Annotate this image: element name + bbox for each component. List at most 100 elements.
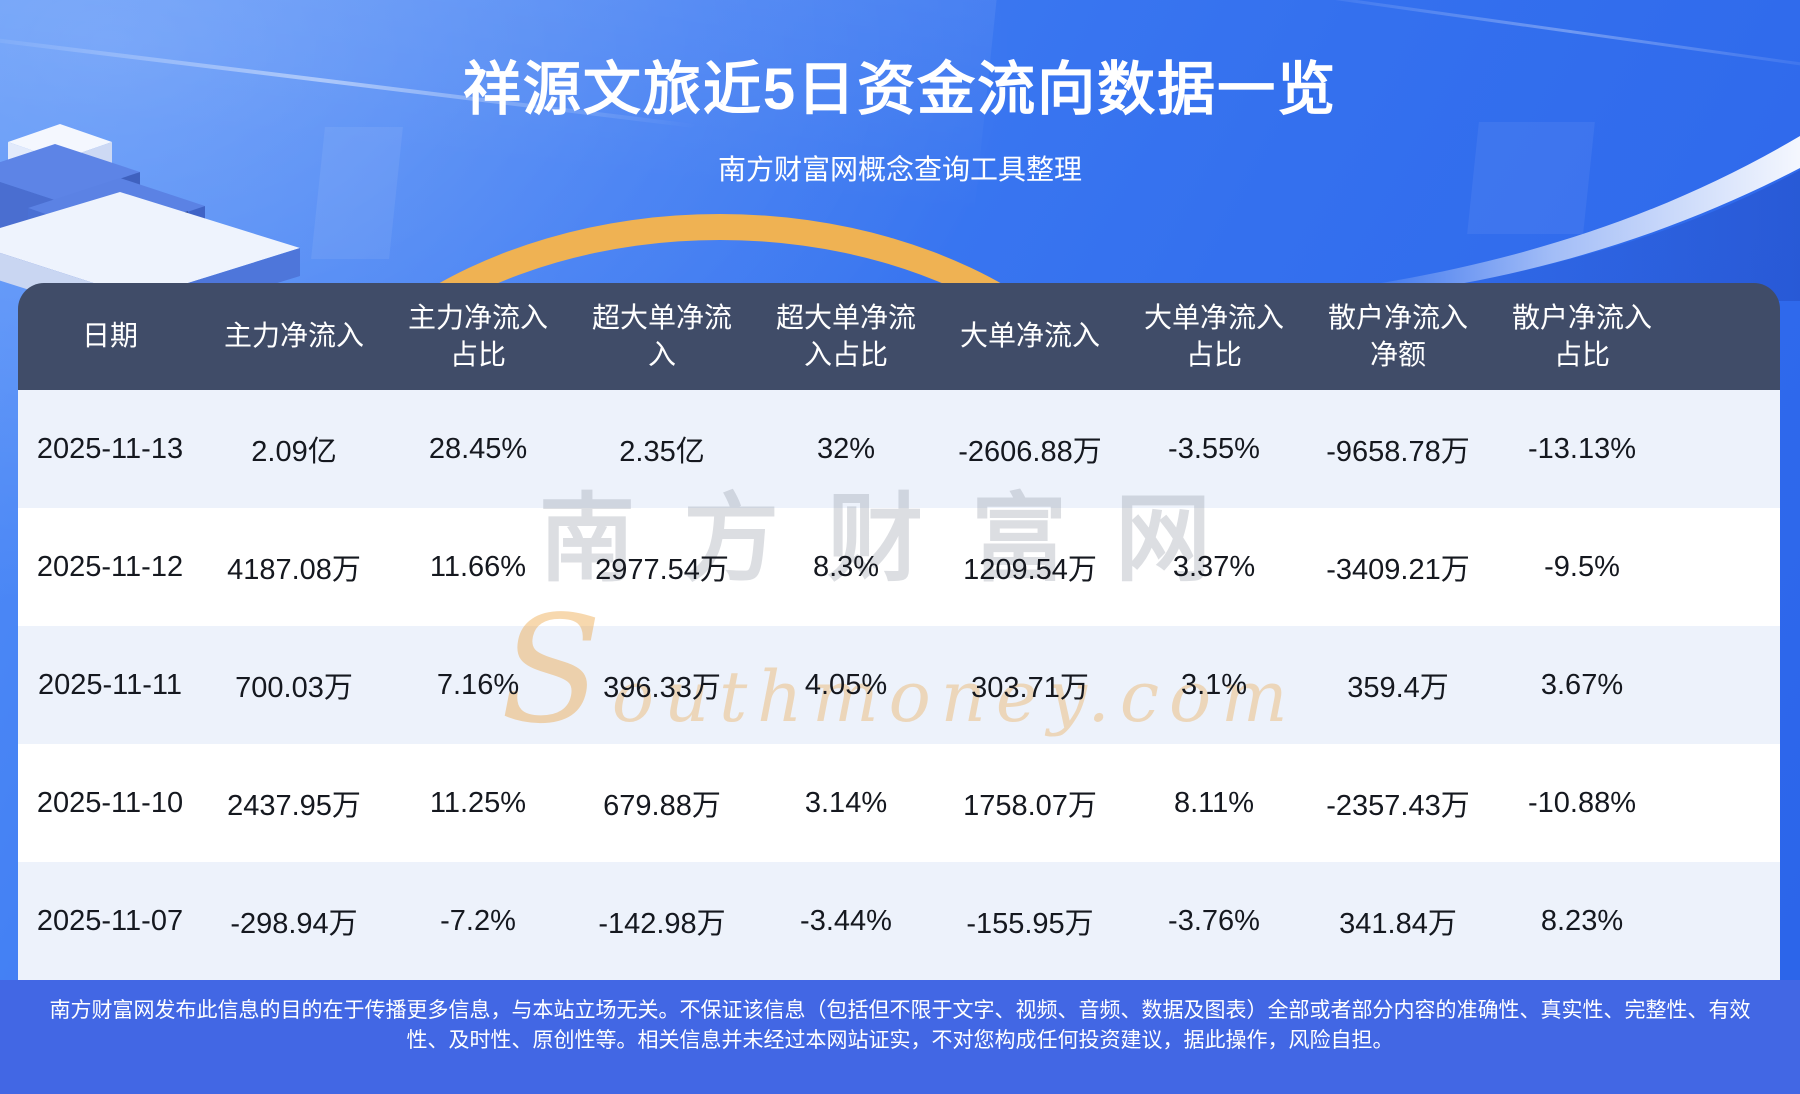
cell-value: 359.4万 — [1347, 672, 1449, 704]
cell-value: 8.11% — [1173, 786, 1255, 819]
page-title: 祥源文旅近5日资金流向数据一览 — [462, 57, 1338, 122]
table-cell: 32% — [754, 433, 938, 466]
table-cell: 2025-11-07 — [18, 905, 202, 938]
table-cell: 3.1% — [1122, 669, 1306, 702]
column-header: 散户净流入占比 — [1490, 300, 1674, 373]
column-header-label: 超大单净流入 — [591, 302, 732, 370]
table-row: 2025-11-12 4187.08万 11.66% 2977.54万 8.3% 1209… — [18, 508, 1780, 626]
table-body: 2025-11-13 2.09亿 28.45% 2.35亿 32% -2606.88万 -3… — [18, 390, 1780, 980]
table-cell: -3409.21万 — [1306, 546, 1490, 588]
table-cell: 1758.07万 — [938, 782, 1122, 824]
column-header-label: 散户净流入占比 — [1511, 302, 1652, 370]
cell-value: 1758.07万 — [963, 790, 1097, 822]
cell-value: 32% — [816, 432, 876, 465]
cell-value: -142.98万 — [598, 908, 726, 940]
column-header-label: 超大单净流入占比 — [775, 302, 916, 370]
cell-value: 7.16% — [436, 668, 520, 701]
column-header-label: 主力净流入占比 — [407, 302, 548, 370]
table-cell: -10.88% — [1490, 787, 1674, 820]
cell-value: -3409.21万 — [1326, 554, 1470, 586]
cell-value: 2.09亿 — [251, 436, 337, 468]
column-header: 日期 — [18, 318, 202, 354]
fund-flow-table: 南方财富网 Southmoney.com 日期 主力净流入 主力净流入占比 超大单净流… — [18, 283, 1780, 980]
column-header: 散户净流入净额 — [1306, 300, 1490, 373]
page-subtitle: 南方财富网概念查询工具整理 — [717, 154, 1082, 185]
table-cell: 359.4万 — [1306, 664, 1490, 706]
table-cell: 3.37% — [1122, 551, 1306, 584]
cell-value: -155.95万 — [966, 908, 1094, 940]
table-cell: 303.71万 — [938, 664, 1122, 706]
cell-value: 3.14% — [804, 786, 888, 819]
cell-value: -298.94万 — [230, 908, 358, 940]
table-cell: 4187.08万 — [202, 546, 386, 588]
table-cell: -9.5% — [1490, 551, 1674, 584]
cell-value: 2437.95万 — [227, 790, 361, 822]
cell-value: 2025-11-07 — [36, 904, 184, 937]
table-cell: 8.23% — [1490, 905, 1674, 938]
table-cell: 700.03万 — [202, 664, 386, 706]
table-cell: 8.11% — [1122, 787, 1306, 820]
table-cell: 1209.54万 — [938, 546, 1122, 588]
table-cell: 2025-11-13 — [18, 433, 202, 466]
table-cell: -298.94万 — [202, 900, 386, 942]
table-cell: -7.2% — [386, 905, 570, 938]
table-cell: 2.35亿 — [570, 428, 754, 470]
table-cell: 2025-11-11 — [18, 669, 202, 702]
cell-value: -3.44% — [800, 904, 892, 937]
table-cell: -3.76% — [1122, 905, 1306, 938]
column-header: 超大单净流入 — [570, 300, 754, 373]
table-cell: 7.16% — [386, 669, 570, 702]
table-cell: 8.3% — [754, 551, 938, 584]
cell-value: -3.76% — [1168, 904, 1260, 937]
table-cell: 2025-11-12 — [18, 551, 202, 584]
cell-value: 8.23% — [1540, 904, 1624, 937]
table-cell: -2606.88万 — [938, 428, 1122, 470]
white-swoosh-decoration — [1350, 136, 1800, 301]
table-header-row: 日期 主力净流入 主力净流入占比 超大单净流入 超大单净流入占比 大单净流入 大单净流入占比… — [18, 283, 1780, 390]
cell-value: 3.37% — [1172, 550, 1256, 583]
table-cell: -2357.43万 — [1306, 782, 1490, 824]
table-row: 2025-11-13 2.09亿 28.45% 2.35亿 32% -2606.88万 -3… — [18, 390, 1780, 508]
cell-value: -2606.88万 — [958, 436, 1102, 468]
column-header: 超大单净流入占比 — [754, 300, 938, 373]
table-row: 2025-11-07 -298.94万 -7.2% -142.98万 -3.44% -15… — [18, 862, 1780, 980]
cell-value: 1209.54万 — [963, 554, 1097, 586]
cell-value: 11.25% — [429, 786, 527, 819]
cell-value: -10.88% — [1527, 786, 1636, 819]
table-cell: 679.88万 — [570, 782, 754, 824]
table-cell: 3.67% — [1490, 669, 1674, 702]
column-header: 主力净流入 — [202, 318, 386, 354]
cell-value: -2357.43万 — [1326, 790, 1470, 822]
cell-value: 2025-11-12 — [36, 550, 184, 583]
cell-value: 2.35亿 — [619, 436, 705, 468]
table-cell: -3.44% — [754, 905, 938, 938]
column-header-label: 大单净流入 — [959, 320, 1100, 352]
column-header-label: 主力净流入 — [223, 320, 364, 352]
cell-value: 341.84万 — [1339, 908, 1457, 940]
table-cell: 11.25% — [386, 787, 570, 820]
cell-value: 11.66% — [429, 550, 527, 583]
table-cell: 341.84万 — [1306, 900, 1490, 942]
cell-value: 2977.54万 — [595, 554, 729, 586]
cell-value: 2025-11-11 — [37, 668, 183, 701]
cell-value: 303.71万 — [971, 672, 1089, 704]
table-cell: 2437.95万 — [202, 782, 386, 824]
table-cell: 4.05% — [754, 669, 938, 702]
cell-value: -9.5% — [1544, 550, 1620, 583]
cell-value: 28.45% — [428, 432, 528, 465]
column-header: 大单净流入 — [938, 318, 1122, 354]
column-header: 大单净流入占比 — [1122, 300, 1306, 373]
cell-value: -7.2% — [440, 904, 516, 937]
cell-value: 3.67% — [1540, 668, 1624, 701]
cell-value: 679.88万 — [603, 790, 721, 822]
disclaimer-text: 南方财富网发布此信息的目的在于传播更多信息，与本站立场无关。不保证该信息（包括但… — [49, 999, 1751, 1052]
table-cell: 2977.54万 — [570, 546, 754, 588]
table-cell: -3.55% — [1122, 433, 1306, 466]
table-cell: 11.66% — [386, 551, 570, 584]
cell-value: 4.05% — [804, 668, 888, 701]
cell-value: 4187.08万 — [227, 554, 361, 586]
table-cell: 3.14% — [754, 787, 938, 820]
table-cell: 2.09亿 — [202, 428, 386, 470]
table-cell: -9658.78万 — [1306, 428, 1490, 470]
